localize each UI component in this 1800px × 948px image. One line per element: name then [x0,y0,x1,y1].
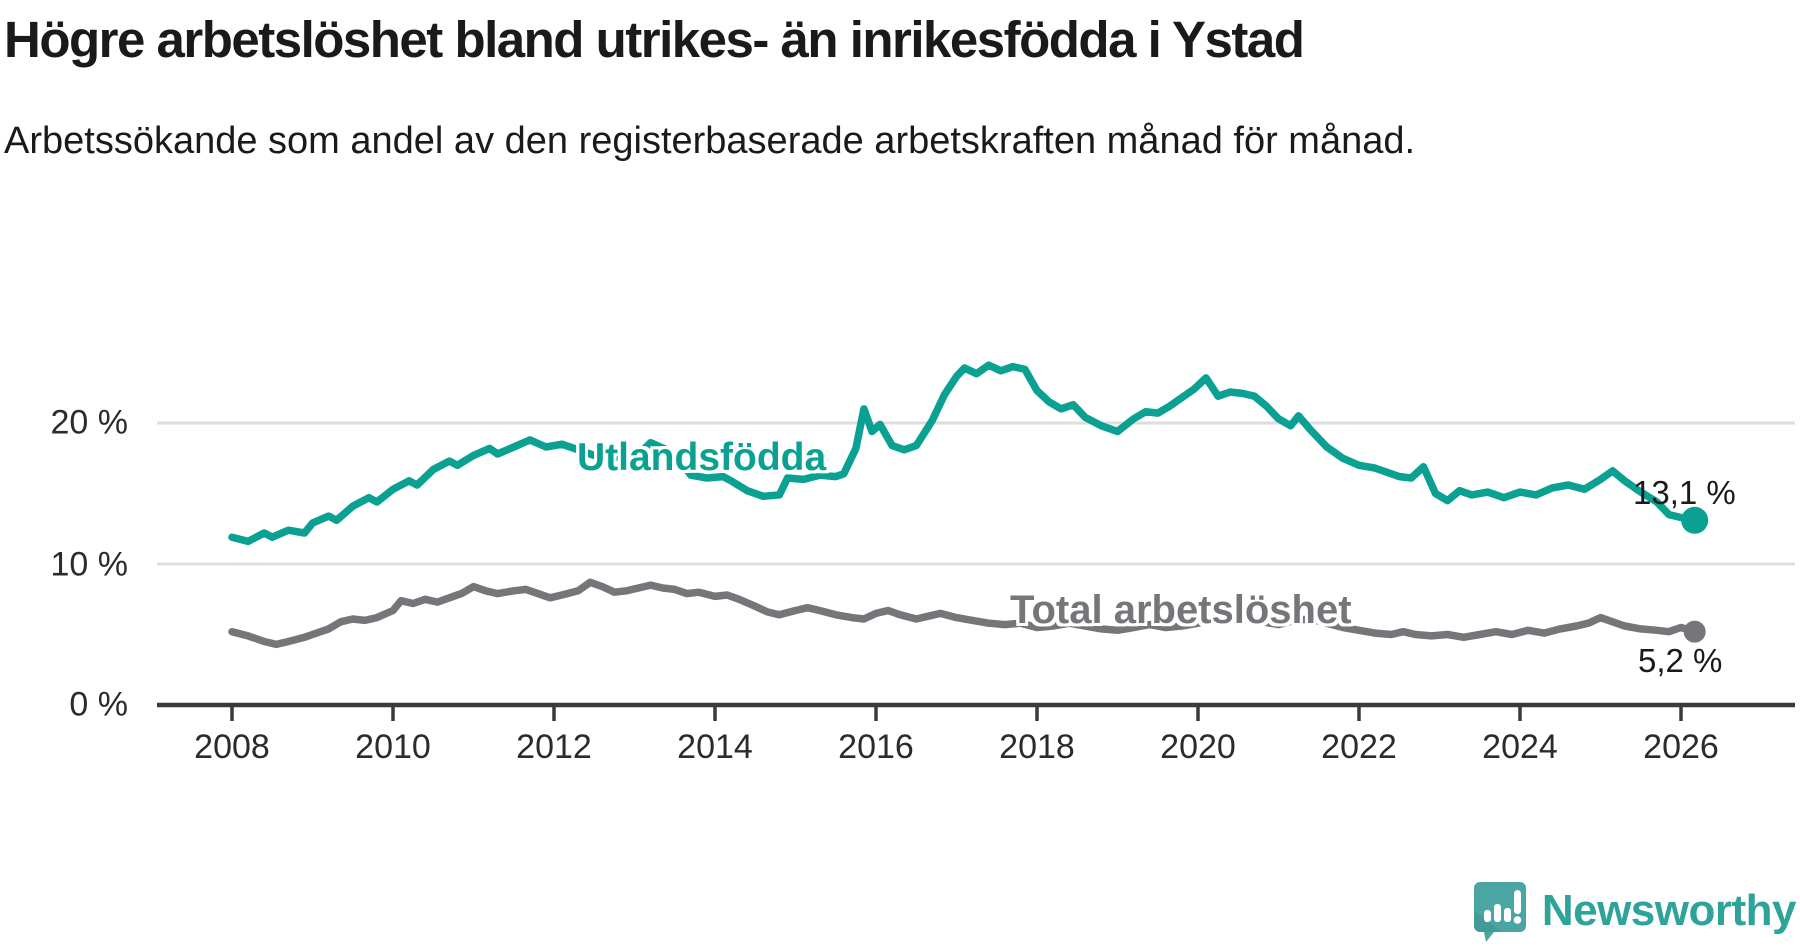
end-dot-utlandsfodda [1681,506,1709,534]
end-value-label-total: 5,2 % [1638,642,1723,679]
x-axis-label-2010: 2010 [355,728,431,766]
x-axis-label-2016: 2016 [838,728,914,766]
newsworthy-brand: Newsworthy [1472,880,1797,942]
x-axis-label-2018: 2018 [999,728,1075,766]
x-axis-label-2020: 2020 [1160,728,1236,766]
series-label-total-arbetsloshet: Total arbetslöshet [1010,588,1352,632]
line-series-utlandsfodda [228,361,1699,546]
y-axis-label-10: 10 % [50,545,129,584]
x-axis-label-2024: 2024 [1482,728,1558,766]
newsworthy-logo-icon [1473,882,1526,942]
newsworthy-wordmark: Newsworthy [1541,886,1797,935]
end-value-label-utlandsfodda: 13,1 % [1633,474,1736,511]
x-axis-label-2008: 2008 [194,728,270,766]
chart-title: Högre arbetslöshet bland utrikes- än inr… [4,11,1305,68]
chart-subtitle: Arbetssökande som andel av den registerb… [4,120,1416,162]
x-axis-label-2022: 2022 [1321,728,1397,766]
line-series-total [228,578,1699,649]
y-axis-label-20: 20 % [50,403,129,442]
x-axis-label-2014: 2014 [677,728,753,766]
end-dot-total [1683,620,1706,643]
series-label-utlandsfodda: Utlandsfödda [577,436,827,479]
y-axis-label-0: 0 % [69,685,128,724]
x-axis-label-2026: 2026 [1643,728,1719,766]
x-axis-label-2012: 2012 [516,728,592,766]
